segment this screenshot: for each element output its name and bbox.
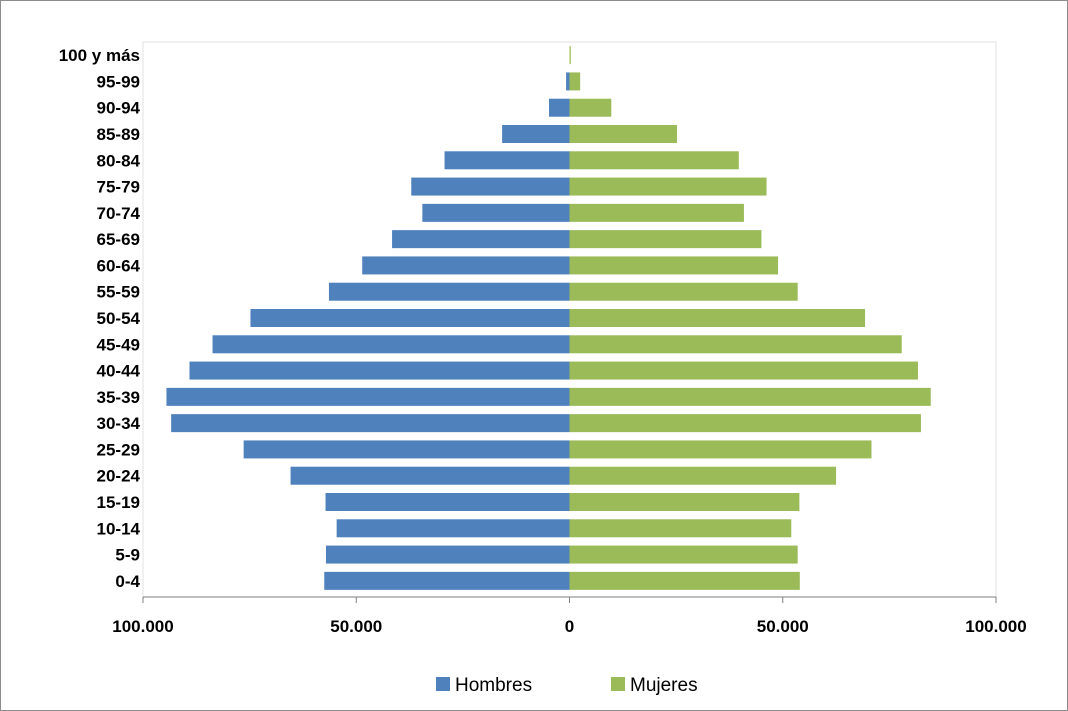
- category-label: 20-24: [97, 467, 141, 486]
- bar-hombres-7: [392, 230, 570, 249]
- legend-label-1: Mujeres: [630, 675, 698, 696]
- category-label: 50-54: [97, 309, 141, 328]
- bar-mujeres-14: [569, 414, 921, 433]
- bar-mujeres-0: [569, 46, 571, 65]
- category-label: 55-59: [97, 283, 140, 302]
- category-label: 65-69: [97, 230, 140, 249]
- bar-hombres-10: [250, 309, 570, 327]
- bar-mujeres-17: [569, 493, 800, 511]
- bar-hombres-13: [166, 387, 570, 406]
- x-tick-label: 50.000: [330, 617, 382, 636]
- bar-hombres-3: [502, 125, 570, 143]
- x-tick-label: 100.000: [965, 617, 1026, 636]
- category-label: 0-4: [115, 572, 140, 591]
- category-label: 85-89: [97, 125, 140, 144]
- bar-hombres-15: [243, 440, 570, 459]
- bar-mujeres-6: [569, 203, 744, 222]
- category-label: 100 y más: [59, 46, 140, 65]
- category-label: 25-29: [97, 440, 140, 459]
- legend-swatch-1: [611, 677, 625, 691]
- x-tick-label: 50.000: [757, 617, 809, 636]
- bar-hombres-6: [422, 203, 570, 222]
- x-axis: 100.000 50.000 0 50.000 100.000: [112, 596, 1027, 636]
- category-label: 5-9: [115, 546, 140, 565]
- category-label: 70-74: [97, 204, 141, 223]
- bar-hombres-17: [325, 493, 570, 511]
- legend: Hombres Mujeres: [436, 675, 698, 696]
- bar-mujeres-19: [569, 545, 798, 564]
- bar-mujeres-2: [569, 98, 612, 117]
- category-label: 30-34: [97, 414, 141, 433]
- bar-hombres-4: [444, 151, 570, 170]
- category-label: 75-79: [97, 178, 140, 197]
- bar-mujeres-8: [569, 256, 779, 275]
- bar-hombres-20: [324, 571, 570, 590]
- bar-mujeres-5: [569, 177, 767, 196]
- bar-mujeres-1: [569, 72, 581, 91]
- category-label: 90-94: [97, 99, 141, 118]
- bar-mujeres-20: [569, 571, 800, 590]
- category-label: 80-84: [97, 151, 141, 170]
- category-label: 35-39: [97, 388, 140, 407]
- category-label: 95-99: [97, 72, 140, 91]
- bar-hombres-12: [189, 361, 570, 380]
- category-labels: 100 y más 95-99 90-94 85-89 80-84 75-79 70-74 6…: [59, 46, 141, 591]
- bar-hombres-5: [411, 177, 570, 196]
- category-label: 60-64: [97, 256, 141, 275]
- bar-hombres-14: [171, 414, 570, 433]
- bar-hombres-16: [290, 466, 570, 485]
- bar-mujeres-4: [569, 151, 739, 170]
- bar-hombres-2: [549, 98, 570, 117]
- bar-hombres-9: [328, 282, 570, 301]
- bar-mujeres-18: [569, 519, 792, 538]
- category-label: 40-44: [97, 362, 141, 381]
- bar-hombres-11: [212, 335, 570, 354]
- bar-mujeres-15: [569, 440, 872, 459]
- bar-hombres-19: [325, 545, 570, 564]
- bars-layer: [166, 46, 931, 590]
- bar-mujeres-12: [569, 361, 918, 380]
- bar-mujeres-10: [569, 309, 866, 327]
- legend-label-0: Hombres: [455, 675, 532, 696]
- bar-mujeres-13: [569, 387, 931, 406]
- x-tick-label: 0: [565, 617, 574, 636]
- bar-mujeres-11: [569, 335, 902, 354]
- bar-hombres-1: [566, 72, 570, 91]
- category-label: 10-14: [97, 519, 141, 538]
- category-label: 45-49: [97, 335, 140, 354]
- bar-mujeres-16: [569, 466, 837, 485]
- legend-swatch-0: [436, 677, 450, 691]
- bar-mujeres-7: [569, 230, 762, 249]
- bar-mujeres-9: [569, 282, 798, 301]
- bar-mujeres-3: [569, 125, 677, 143]
- x-tick-label: 100.000: [112, 617, 173, 636]
- category-label: 15-19: [97, 493, 140, 512]
- bar-hombres-18: [336, 519, 570, 538]
- bar-hombres-8: [362, 256, 570, 275]
